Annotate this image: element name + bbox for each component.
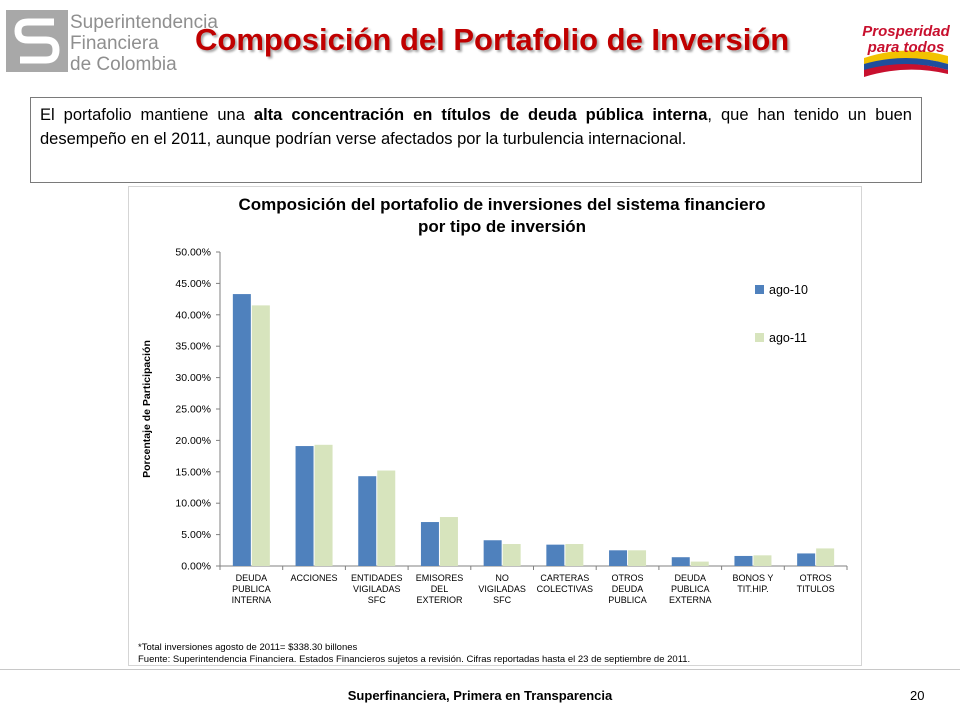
y-tick-label: 40.00% [175, 309, 211, 321]
y-tick-label: 45.00% [175, 278, 211, 290]
y-tick-label: 35.00% [175, 341, 211, 353]
x-tick-label: BONOS Y [733, 573, 774, 583]
superintendencia-emblem-icon [6, 10, 68, 72]
logo-line-1: Prosperidad [862, 23, 950, 40]
bar-ago-11 [502, 544, 521, 566]
bar-ago-11 [628, 550, 647, 566]
bar-chart: Composición del portafolio de inversione… [141, 195, 848, 605]
y-tick-label: 0.00% [181, 561, 211, 573]
bar-ago-10 [797, 553, 816, 566]
bar-ago-11 [377, 470, 396, 566]
y-tick-label: 5.00% [181, 529, 211, 541]
x-tick-label: PUBLICA [608, 595, 647, 605]
intro-text-box: El portafolio mantiene una alta concentr… [30, 97, 922, 183]
total-note: *Total inversiones agosto de 2011= $338.… [138, 642, 358, 653]
slide-title: Composición del Portafolio de Inversión [195, 22, 790, 57]
x-tick-label: CARTERAS [540, 573, 589, 583]
x-tick-label: ACCIONES [291, 573, 338, 583]
x-tick-label: VIGILADAS [353, 584, 401, 594]
x-tick-label: DEUDA [236, 573, 268, 583]
x-tick-label: INTERNA [232, 595, 272, 605]
y-tick-label: 25.00% [175, 404, 211, 416]
bar-ago-10 [358, 476, 377, 566]
y-tick-label: 50.00% [175, 247, 211, 259]
footer-tagline: Superfinanciera, Primera en Transparenci… [347, 688, 613, 703]
x-tick-label: TITULOS [797, 584, 835, 594]
x-tick-label: EXTERNA [669, 595, 712, 605]
org-line: de Colombia [70, 54, 177, 75]
x-tick-label: OTROS [800, 573, 832, 583]
x-tick-label: PUBLICA [671, 584, 710, 594]
logo-line-2: para todos [867, 39, 945, 56]
source-note: Fuente: Superintendencia Financiera. Est… [138, 654, 691, 665]
x-tick-label: TIT.HIP. [737, 584, 768, 594]
x-tick-label: COLECTIVAS [537, 584, 593, 594]
y-axis-label: Porcentaje de Participación [141, 340, 153, 478]
bar-ago-11 [816, 548, 835, 566]
x-tick-label: ENTIDADES [351, 573, 403, 583]
legend-swatch-ago-10 [755, 285, 764, 294]
bar-ago-11 [565, 544, 584, 566]
y-tick-label: 30.00% [175, 372, 211, 384]
intro-highlight: alta concentración en títulos de deuda p… [253, 106, 708, 124]
y-tick-label: 15.00% [175, 466, 211, 478]
x-tick-label: NO [495, 573, 509, 583]
x-tick-label: SFC [493, 595, 512, 605]
legend-label: ago-10 [769, 283, 808, 297]
legend-label: ago-11 [769, 331, 807, 345]
bar-ago-10 [483, 540, 502, 566]
bar-ago-10 [420, 522, 439, 566]
intro-text-end: , que han tenido un buen desempeño en el… [40, 106, 912, 148]
bar-ago-11 [690, 561, 709, 566]
x-tick-label: EMISORES [416, 573, 464, 583]
x-tick-label: OTROS [612, 573, 644, 583]
bar-ago-10 [609, 550, 628, 566]
bar-ago-11 [314, 444, 333, 566]
bar-ago-10 [295, 446, 314, 566]
y-tick-label: 10.00% [175, 498, 211, 510]
x-tick-label: DEL [431, 584, 449, 594]
superintendencia-wordmark: Superintendencia Financiera de Colombia [70, 12, 218, 75]
bar-ago-10 [546, 544, 565, 566]
chart-title-line: Composición del portafolio de inversione… [238, 195, 765, 214]
logo-blue-stripe [864, 58, 948, 72]
legend-swatch-ago-11 [755, 333, 764, 342]
bar-ago-11 [439, 517, 458, 566]
bar-ago-10 [232, 294, 251, 566]
x-tick-label: DEUDA [612, 584, 644, 594]
chart-notes: *Total inversiones agosto de 2011= $338.… [138, 642, 690, 666]
chart-title-line: por tipo de inversión [418, 217, 586, 236]
x-tick-label: DEUDA [674, 573, 706, 583]
bar-ago-10 [671, 557, 690, 566]
x-tick-label: PUBLICA [232, 584, 271, 594]
chart-panel: Composición del portafolio de inversione… [128, 186, 862, 666]
page-number: 20 [910, 688, 925, 703]
prosperidad-para-todos-logo: Prosperidad para todos [862, 23, 950, 77]
logo-red-stripe [864, 64, 948, 77]
intro-text: El portafolio mantiene una [40, 106, 254, 124]
org-line: Superintendencia [70, 12, 218, 33]
y-tick-label: 20.00% [175, 435, 211, 447]
x-tick-label: SFC [368, 595, 387, 605]
superintendencia-logo [6, 10, 216, 76]
bar-ago-11 [251, 305, 270, 566]
footer-divider [0, 669, 960, 670]
bar-ago-11 [753, 555, 772, 566]
org-line: Financiera [70, 33, 159, 54]
x-tick-label: VIGILADAS [478, 584, 526, 594]
x-tick-label: EXTERIOR [416, 595, 463, 605]
bar-ago-10 [734, 555, 753, 566]
